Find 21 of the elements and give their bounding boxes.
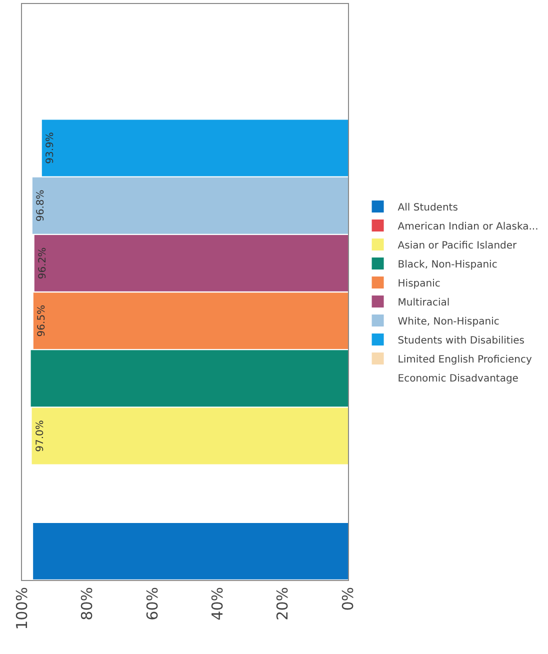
legend-label: Hispanic: [398, 278, 440, 290]
x-tick-label: 100%: [12, 587, 31, 630]
legend-label: White, Non-Hispanic: [398, 316, 500, 328]
x-tick-label: 0%: [338, 587, 357, 611]
legend-label: Limited English Proficiency: [398, 354, 532, 366]
legend-label: Asian or Pacific Islander: [398, 240, 518, 252]
text: Economic Disadvantage: [398, 373, 518, 384]
legend-label: Students with Disabilities: [398, 335, 524, 346]
x-tick-label: 40%: [208, 587, 226, 620]
data-label: 96.8%: [35, 190, 46, 222]
legend-label: All Students: [398, 202, 458, 214]
legend-label: Multiracial: [398, 297, 450, 308]
legend-label: Black, Non-Hispanic: [398, 259, 498, 270]
data-label: 96.5%: [36, 304, 48, 337]
x-tick-label: 60%: [143, 587, 162, 620]
x-tick-label: 20%: [274, 587, 292, 620]
x-tick-label: 80%: [78, 587, 96, 620]
data-label: 97.0%: [34, 420, 46, 452]
data-label: 93.9%: [44, 132, 56, 164]
legend-label: American Indian or Alaska...: [398, 221, 538, 232]
data-label: 96.2%: [37, 247, 48, 280]
